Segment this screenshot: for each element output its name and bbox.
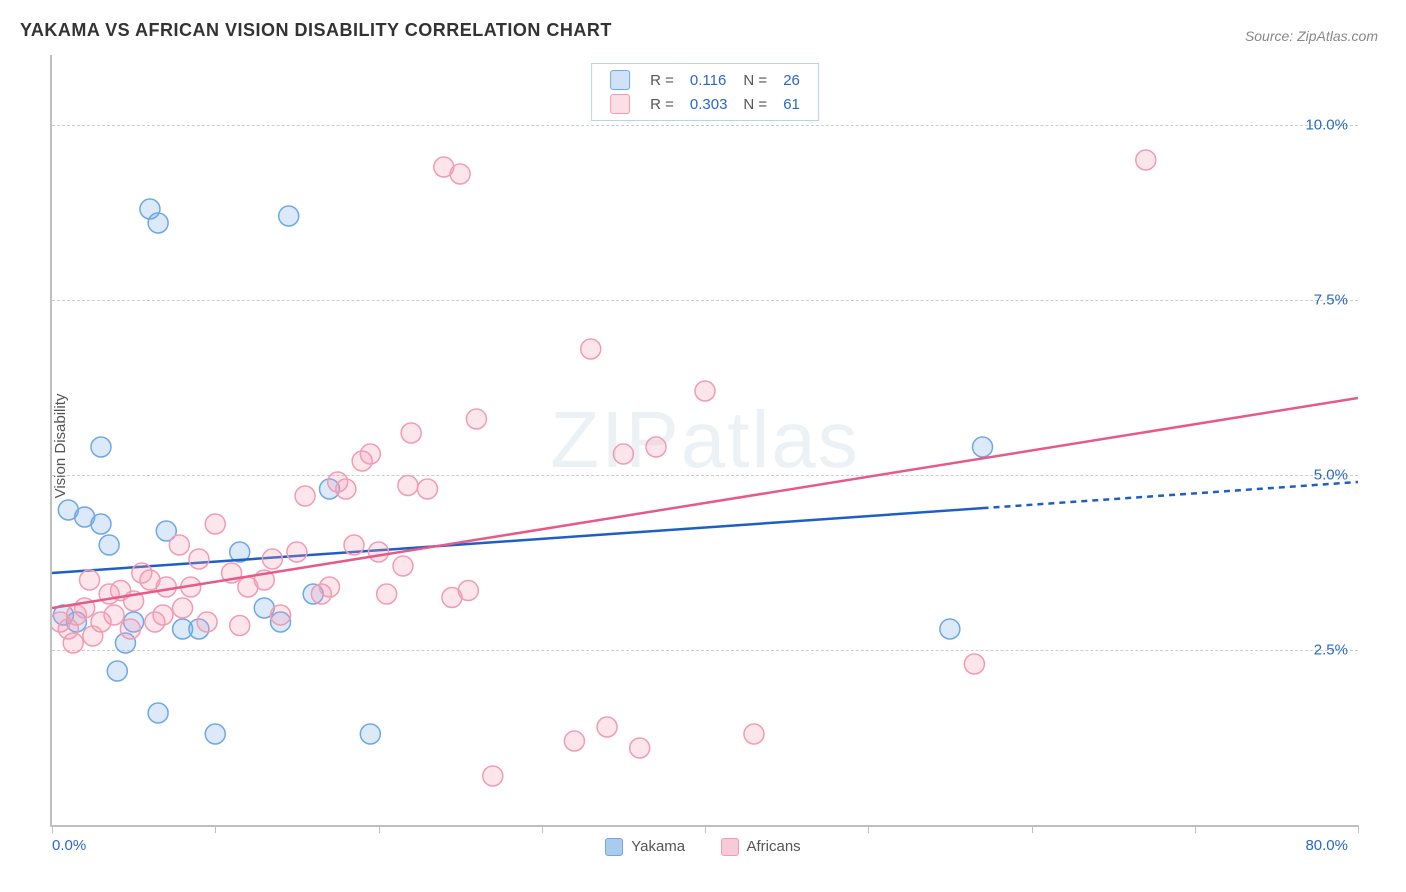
data-point-africans [205,514,225,534]
data-point-africans [295,486,315,506]
data-point-yakama [107,661,127,681]
data-point-africans [964,654,984,674]
r-value-yakama: 0.116 [682,68,736,92]
data-point-africans [336,479,356,499]
data-point-africans [63,633,83,653]
data-point-yakama [360,724,380,744]
data-point-africans [271,605,291,625]
data-point-yakama [99,535,119,555]
legend-swatch [605,838,623,856]
data-point-africans [262,549,282,569]
legend-label: Africans [743,838,801,855]
legend-item: Africans [721,838,801,855]
plot-area: ZIPatlas R = 0.116 N = 26 R = 0.303 N = … [50,55,1358,827]
data-point-africans [189,549,209,569]
data-point-africans [230,616,250,636]
data-point-africans [153,605,173,625]
data-point-africans [320,577,340,597]
scatter-svg [52,55,1358,825]
data-point-yakama [148,213,168,233]
legend-label: Yakama [627,838,685,855]
data-point-africans [597,717,617,737]
data-point-africans [401,423,421,443]
data-point-africans [80,570,100,590]
data-point-africans [398,476,418,496]
x-tick [52,825,53,833]
data-point-africans [613,444,633,464]
data-point-africans [450,164,470,184]
data-point-yakama [148,703,168,723]
data-point-africans [197,612,217,632]
data-point-africans [1136,150,1156,170]
swatch-yakama [610,70,630,90]
x-tick [705,825,706,833]
data-point-yakama [279,206,299,226]
data-point-africans [581,339,601,359]
n-label: N = [735,68,775,92]
correlation-legend: R = 0.116 N = 26 R = 0.303 N = 61 [591,63,819,121]
data-point-africans [344,535,364,555]
series-legend: Yakama Africans [0,838,1406,856]
data-point-africans [417,479,437,499]
x-tick [542,825,543,833]
data-point-yakama [940,619,960,639]
data-point-africans [369,542,389,562]
r-value-africans: 0.303 [682,92,736,116]
n-label: N = [735,92,775,116]
data-point-africans [695,381,715,401]
data-point-africans [104,605,124,625]
r-label: R = [642,92,682,116]
data-point-yakama [91,514,111,534]
source-attribution: Source: ZipAtlas.com [1245,28,1378,44]
r-label: R = [642,68,682,92]
data-point-africans [630,738,650,758]
legend-row-yakama: R = 0.116 N = 26 [602,68,808,92]
n-value-yakama: 26 [775,68,808,92]
data-point-africans [360,444,380,464]
data-point-yakama [205,724,225,744]
legend-row-africans: R = 0.303 N = 61 [602,92,808,116]
legend-item: Yakama [605,838,685,855]
legend-swatch [721,838,739,856]
trend-line-dashed-yakama [983,482,1358,508]
data-point-africans [744,724,764,744]
data-point-africans [287,542,307,562]
data-point-africans [466,409,486,429]
data-point-africans [646,437,666,457]
data-point-yakama [973,437,993,457]
data-point-africans [483,766,503,786]
data-point-africans [156,577,176,597]
data-point-africans [173,598,193,618]
data-point-africans [442,588,462,608]
swatch-africans [610,94,630,114]
chart-title: YAKAMA VS AFRICAN VISION DISABILITY CORR… [20,20,612,41]
data-point-africans [169,535,189,555]
data-point-africans [393,556,413,576]
x-tick [1195,825,1196,833]
x-tick [868,825,869,833]
x-tick [379,825,380,833]
data-point-yakama [91,437,111,457]
data-point-africans [377,584,397,604]
n-value-africans: 61 [775,92,808,116]
trend-line-africans [52,398,1358,608]
x-tick [1358,825,1359,833]
data-point-africans [564,731,584,751]
x-tick [215,825,216,833]
x-tick [1032,825,1033,833]
data-point-africans [120,619,140,639]
